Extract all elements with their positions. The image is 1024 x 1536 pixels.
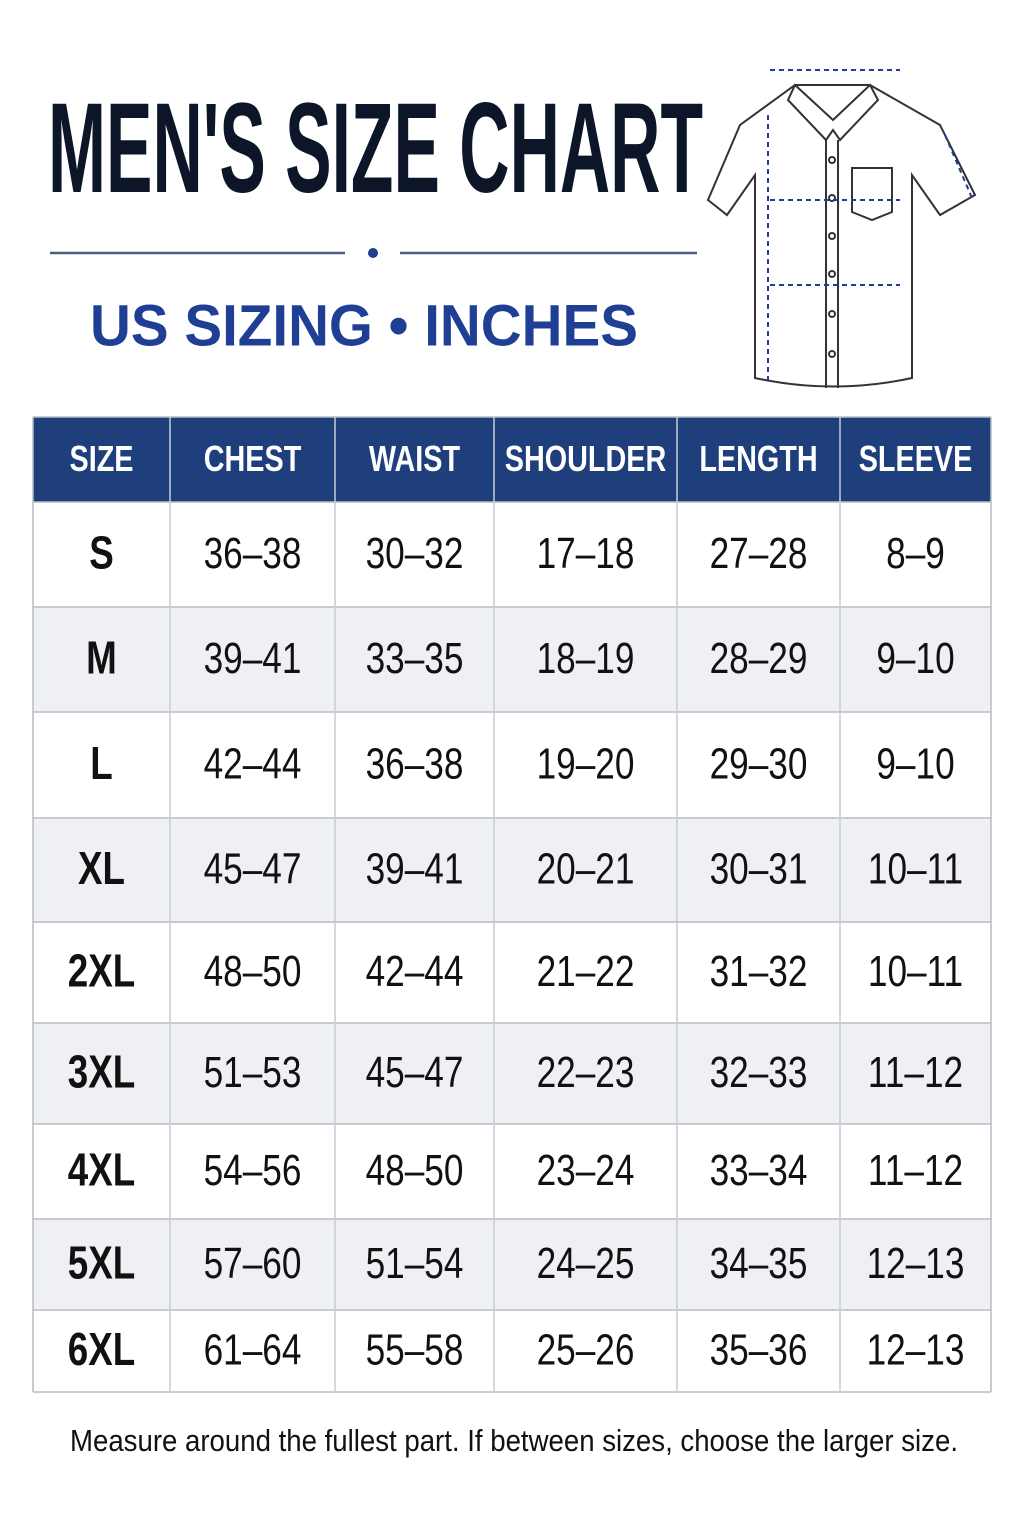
measurement: 33–35 [366, 634, 464, 683]
measurement: 30–32 [366, 529, 464, 578]
measurement: 12–13 [867, 1326, 965, 1375]
size-label: 2XL [68, 945, 135, 997]
measurement: 25–26 [537, 1326, 635, 1375]
measurement: 21–22 [537, 947, 635, 996]
measurement: 48–50 [204, 947, 302, 996]
shirt-illustration [706, 83, 977, 388]
measurement: 11–12 [868, 1048, 963, 1097]
measurement: 11–12 [868, 1146, 963, 1195]
row-background [33, 607, 991, 712]
measurement: 17–18 [537, 529, 635, 578]
divider-dot [368, 248, 378, 258]
measurement: 34–35 [710, 1239, 808, 1288]
size-label: 6XL [68, 1323, 135, 1375]
row-background [33, 712, 991, 818]
measurement: 10–11 [868, 845, 963, 894]
size-label: 5XL [68, 1237, 135, 1289]
column-header: SIZE [70, 438, 134, 479]
row-background [33, 1219, 991, 1310]
measurement: 30–31 [710, 845, 808, 894]
size-label: S [89, 527, 114, 579]
measurement: 22–23 [537, 1048, 635, 1097]
measurement: 32–33 [710, 1048, 808, 1097]
measurement: 57–60 [204, 1239, 302, 1288]
measurement: 48–50 [366, 1146, 464, 1195]
title: MEN'S SIZE CHART [48, 77, 703, 220]
measurement: 27–28 [710, 529, 808, 578]
subtitle: US SIZING • INCHES [90, 293, 638, 358]
row-background [33, 818, 991, 922]
footer-note: Measure around the fullest part. If betw… [70, 1423, 958, 1458]
measurement: 29–30 [710, 740, 808, 789]
measurement: 10–11 [868, 947, 963, 996]
size-label: 4XL [68, 1144, 135, 1196]
measurement: 61–64 [204, 1326, 302, 1375]
row-background [33, 1023, 991, 1124]
row-background [33, 1124, 991, 1219]
size-label: L [90, 737, 112, 789]
size-label: XL [78, 842, 125, 894]
measurement: 18–19 [537, 634, 635, 683]
measurement: 45–47 [366, 1048, 464, 1097]
measurement: 12–13 [867, 1239, 965, 1288]
size-table: SIZE CHEST WAIST SHOULDER LENGTH SLEEVE S 36–38… [32, 416, 992, 1393]
measurement: 42–44 [366, 947, 464, 996]
column-header: CHEST [204, 438, 302, 479]
measurement: 20–21 [537, 845, 635, 894]
measurement: 45–47 [204, 845, 302, 894]
measurement: 39–41 [204, 634, 302, 683]
measurement: 28–29 [710, 634, 808, 683]
measurement: 42–44 [204, 740, 302, 789]
measurement: 23–24 [537, 1146, 635, 1195]
measurement: 9–10 [876, 634, 954, 683]
row-background [33, 922, 991, 1023]
measure-lines [767, 69, 973, 380]
measurement: 55–58 [366, 1326, 464, 1375]
column-header: WAIST [369, 438, 460, 479]
column-header: LENGTH [699, 438, 817, 479]
size-label: M [86, 632, 117, 684]
measurement: 9–10 [876, 740, 954, 789]
row-background [33, 1310, 991, 1392]
header-row [33, 417, 991, 502]
measurement: 33–34 [710, 1146, 808, 1195]
measurement: 39–41 [366, 845, 464, 894]
measurement: 51–54 [366, 1239, 464, 1288]
row-background [33, 502, 991, 607]
measurement: 51–53 [204, 1048, 302, 1097]
size-label: 3XL [68, 1046, 135, 1098]
measurement: 36–38 [204, 529, 302, 578]
column-header: SHOULDER [505, 438, 667, 479]
measurement: 54–56 [204, 1146, 302, 1195]
measurement: 31–32 [710, 947, 808, 996]
measurement: 24–25 [537, 1239, 635, 1288]
measurement: 8–9 [886, 529, 945, 578]
measurement: 36–38 [366, 740, 464, 789]
measurement: 35–36 [710, 1326, 808, 1375]
column-header: SLEEVE [859, 438, 973, 479]
measurement: 19–20 [537, 740, 635, 789]
